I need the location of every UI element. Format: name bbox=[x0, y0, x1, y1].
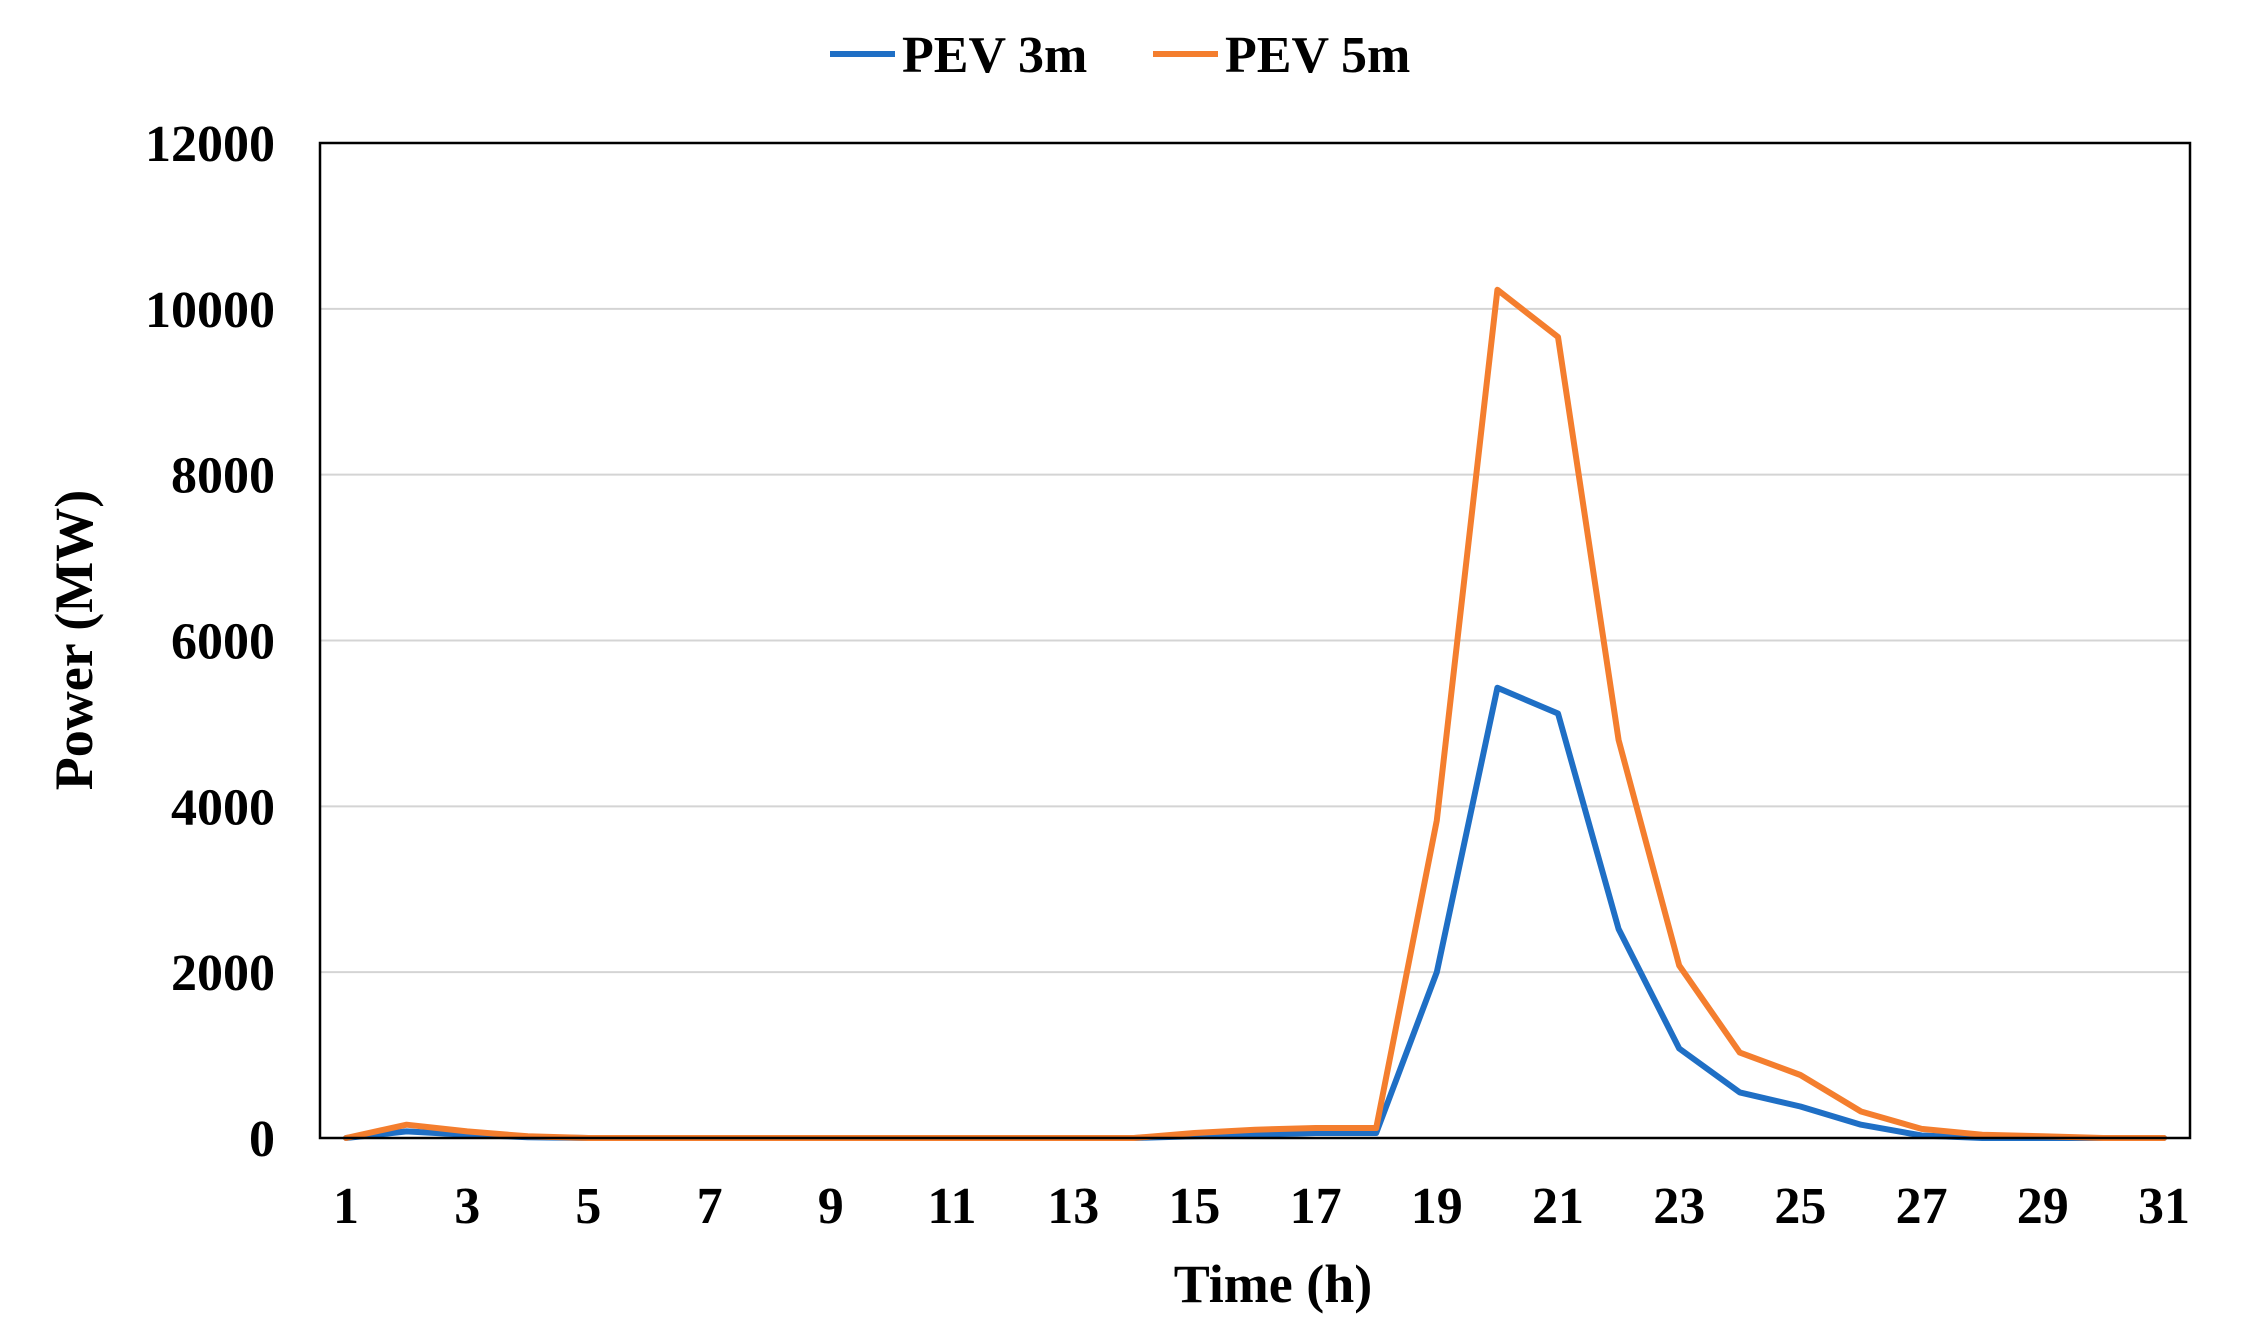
series-line-pev-3m bbox=[346, 688, 2164, 1138]
x-tick-label: 15 bbox=[1168, 1178, 1220, 1235]
x-tick-label: 21 bbox=[1532, 1178, 1584, 1235]
x-tick-label: 23 bbox=[1653, 1178, 1705, 1235]
y-tick-labels: 0 2000 4000 6000 8000 10000 12000 bbox=[145, 116, 275, 1168]
x-tick-label: 19 bbox=[1411, 1178, 1463, 1235]
legend-label-pev-5m: PEV 5m bbox=[1225, 27, 1410, 84]
x-tick-label: 9 bbox=[818, 1178, 844, 1235]
x-tick-label: 17 bbox=[1290, 1178, 1342, 1235]
y-tick-label: 12000 bbox=[145, 116, 275, 173]
series-line-pev-5m bbox=[346, 290, 2164, 1138]
x-tick-label: 7 bbox=[697, 1178, 723, 1235]
x-tick-label: 31 bbox=[2138, 1178, 2190, 1235]
legend-label-pev-3m: PEV 3m bbox=[902, 27, 1087, 84]
x-tick-label: 27 bbox=[1896, 1178, 1948, 1235]
y-tick-label: 10000 bbox=[145, 282, 275, 339]
y-axis-title: Power (MW) bbox=[44, 490, 104, 790]
y-tick-label: 8000 bbox=[171, 448, 275, 505]
y-tick-label: 0 bbox=[249, 1111, 275, 1168]
y-tick-label: 6000 bbox=[171, 614, 275, 671]
y-tick-label: 4000 bbox=[171, 779, 275, 836]
x-tick-label: 25 bbox=[1774, 1178, 1826, 1235]
x-tick-label: 5 bbox=[575, 1178, 601, 1235]
x-tick-label: 11 bbox=[927, 1178, 976, 1235]
gridlines bbox=[320, 309, 2190, 972]
legend: PEV 3m PEV 5m bbox=[830, 27, 1410, 84]
x-tick-label: 29 bbox=[2017, 1178, 2069, 1235]
x-tick-label: 1 bbox=[333, 1178, 359, 1235]
y-tick-label: 2000 bbox=[171, 945, 275, 1002]
x-tick-label: 13 bbox=[1047, 1178, 1099, 1235]
x-axis-title: Time (h) bbox=[1174, 1254, 1373, 1314]
x-tick-label: 3 bbox=[454, 1178, 480, 1235]
data-series bbox=[346, 290, 2164, 1138]
